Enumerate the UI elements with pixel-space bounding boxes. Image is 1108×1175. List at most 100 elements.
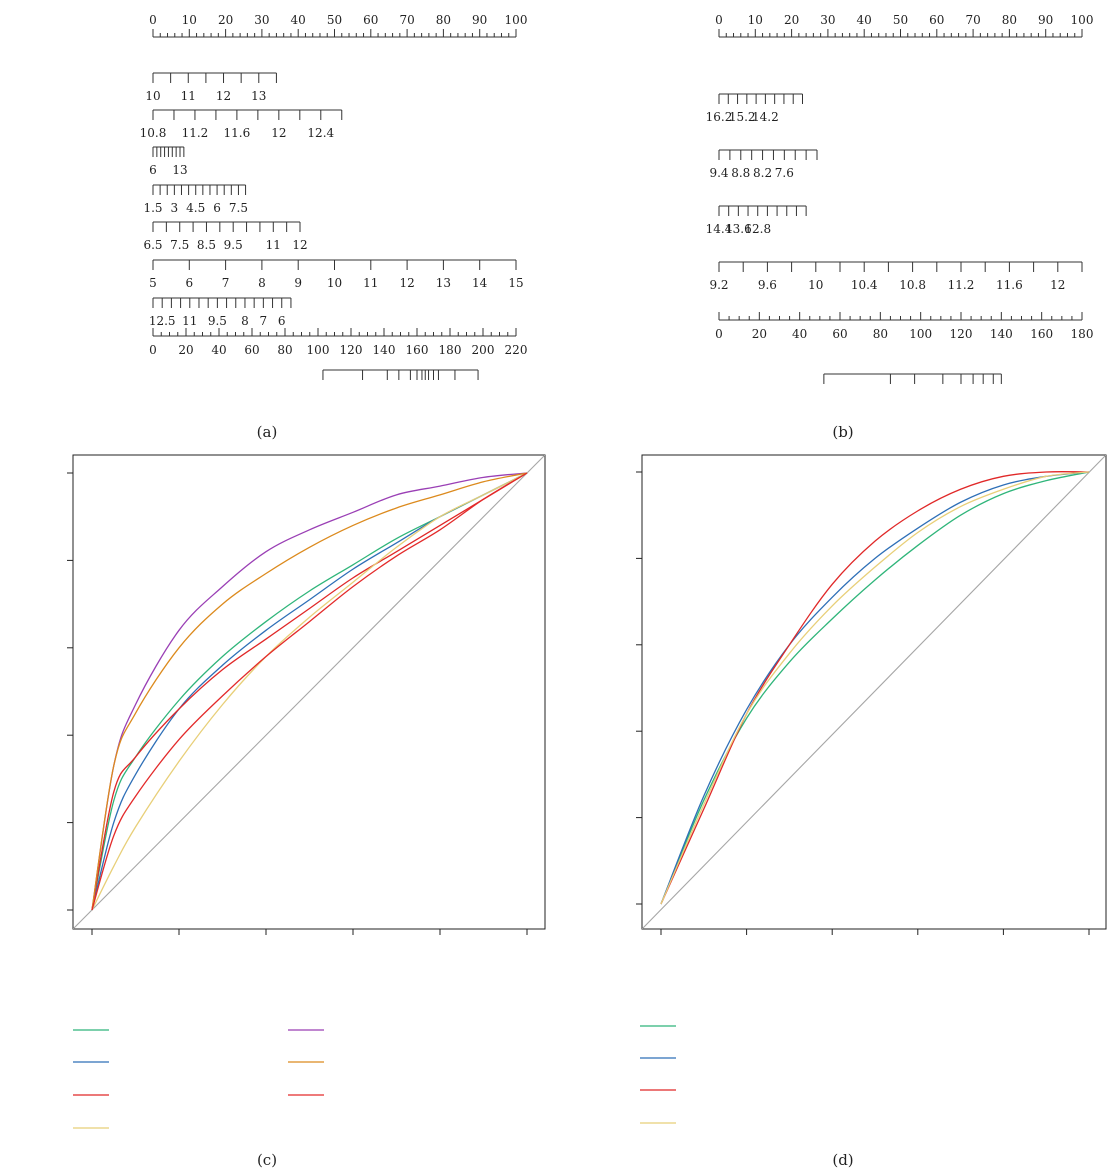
tick-label-lum: 8 bbox=[258, 276, 266, 290]
tick-label-ptpn11: 10.8 bbox=[899, 278, 926, 292]
roc-chart-d bbox=[636, 454, 1107, 1124]
tick-label-ptprz1: 7.5 bbox=[170, 238, 189, 252]
tick-label-lum: 12 bbox=[399, 276, 414, 290]
tick-label-points: 70 bbox=[965, 13, 980, 27]
roc-curve-ptprz1 bbox=[91, 472, 528, 911]
tick-label-hspe1: 8.2 bbox=[753, 166, 772, 180]
tick-label-lum: 14 bbox=[472, 276, 488, 290]
tick-label-hsp90aa1: 14.2 bbox=[752, 110, 779, 124]
diagonal-reference-line bbox=[642, 455, 1106, 929]
tick-label-lum: 5 bbox=[149, 276, 157, 290]
roc-curve-ptpn11 bbox=[660, 471, 1090, 905]
tick-label-lum: 7 bbox=[222, 276, 230, 290]
tick-label-points: 50 bbox=[893, 13, 908, 27]
tick-label-ptpn11: 10.4 bbox=[851, 278, 878, 292]
tick-label-points: 30 bbox=[254, 13, 269, 27]
roc-curve-hspe1 bbox=[660, 471, 1090, 905]
panel-caption-a: (a) bbox=[257, 423, 278, 441]
tick-label-ptprz1: 6.5 bbox=[143, 238, 162, 252]
roc-curve-sod1 bbox=[660, 471, 1090, 905]
tick-label-total-points: 80 bbox=[873, 327, 888, 341]
tick-label-ptpn11: 12 bbox=[1050, 278, 1065, 292]
tick-label-lum: 10 bbox=[327, 276, 342, 290]
tick-label-wnt2: 6 bbox=[213, 201, 221, 215]
tick-label-ptpn11: 10 bbox=[808, 278, 823, 292]
tick-label-ptpn11: 9.6 bbox=[758, 278, 777, 292]
tick-label-total-points: 100 bbox=[307, 343, 330, 357]
tick-label-points: 0 bbox=[715, 13, 723, 27]
tick-label-total-points: 60 bbox=[832, 327, 847, 341]
tick-label-total-points: 120 bbox=[950, 327, 973, 341]
tick-label-srebf1: 11 bbox=[181, 89, 196, 103]
tick-label-srebf1: 13 bbox=[251, 89, 266, 103]
tick-label-wnt2: 7.5 bbox=[229, 201, 248, 215]
panel-caption-b: (b) bbox=[832, 423, 853, 441]
tick-label-ptpn11: 11.2 bbox=[948, 278, 975, 292]
tick-label-mapk1: 11.6 bbox=[224, 126, 251, 140]
tick-label-sfrp1: 6 bbox=[149, 163, 157, 177]
tick-label-wnt2: 3 bbox=[171, 201, 179, 215]
tick-label-points: 80 bbox=[436, 13, 451, 27]
tick-label-lum: 11 bbox=[363, 276, 378, 290]
tick-label-total-points: 160 bbox=[1030, 327, 1053, 341]
tick-label-points: 90 bbox=[472, 13, 487, 27]
tick-label-lum: 15 bbox=[508, 276, 523, 290]
roc-curve-hsp90aa1 bbox=[660, 471, 1090, 905]
tick-label-total-points: 80 bbox=[277, 343, 292, 357]
tick-label-lum: 9 bbox=[294, 276, 302, 290]
roc-curve-thbs2 bbox=[91, 472, 528, 911]
tick-label-ptprz1: 11 bbox=[266, 238, 281, 252]
tick-label-lum: 13 bbox=[436, 276, 451, 290]
tick-label-hspe1: 9.4 bbox=[709, 166, 728, 180]
tick-label-thbs2: 7 bbox=[260, 314, 268, 328]
tick-label-total-points: 20 bbox=[752, 327, 767, 341]
tick-label-points: 90 bbox=[1038, 13, 1053, 27]
roc-curve-sfrp1 bbox=[91, 472, 528, 911]
tick-label-points: 100 bbox=[1071, 13, 1094, 27]
tick-label-ptpn11: 9.2 bbox=[709, 278, 728, 292]
tick-label-ptpn11: 11.6 bbox=[996, 278, 1023, 292]
plot-frame bbox=[641, 454, 1107, 930]
tick-label-points: 60 bbox=[929, 13, 944, 27]
tick-label-thbs2: 12.5 bbox=[149, 314, 176, 328]
tick-label-thbs2: 8 bbox=[241, 314, 249, 328]
panel-caption-d: (d) bbox=[832, 1151, 853, 1169]
tick-label-mapk1: 10.8 bbox=[140, 126, 167, 140]
tick-label-total-points: 40 bbox=[211, 343, 226, 357]
tick-label-total-points: 160 bbox=[406, 343, 429, 357]
tick-label-sod1: 12.8 bbox=[744, 222, 771, 236]
tick-label-hspe1: 8.8 bbox=[731, 166, 750, 180]
plot-frame bbox=[72, 454, 546, 930]
tick-label-sod1: 14.4 bbox=[706, 222, 733, 236]
diagonal-reference-line bbox=[73, 455, 545, 929]
tick-label-sod1: 13.6 bbox=[725, 222, 752, 236]
panel-caption-c: (c) bbox=[257, 1151, 277, 1169]
tick-label-ptprz1: 8.5 bbox=[197, 238, 216, 252]
tick-label-points: 60 bbox=[363, 13, 378, 27]
tick-label-total-points: 180 bbox=[439, 343, 462, 357]
tick-label-points: 0 bbox=[149, 13, 157, 27]
tick-label-srebf1: 12 bbox=[216, 89, 231, 103]
tick-label-wnt2: 4.5 bbox=[186, 201, 205, 215]
tick-label-points: 50 bbox=[327, 13, 342, 27]
tick-label-thbs2: 6 bbox=[278, 314, 286, 328]
tick-label-lum: 6 bbox=[185, 276, 193, 290]
tick-label-mapk1: 11.2 bbox=[182, 126, 209, 140]
tick-label-points: 30 bbox=[820, 13, 835, 27]
tick-label-total-points: 60 bbox=[244, 343, 259, 357]
tick-label-points: 10 bbox=[182, 13, 197, 27]
tick-label-total-points: 0 bbox=[715, 327, 723, 341]
tick-label-points: 70 bbox=[399, 13, 414, 27]
tick-label-mapk1: 12 bbox=[271, 126, 286, 140]
tick-label-srebf1: 10 bbox=[145, 89, 160, 103]
tick-label-total-points: 20 bbox=[178, 343, 193, 357]
tick-label-total-points: 140 bbox=[990, 327, 1013, 341]
tick-label-sfrp1: 13 bbox=[172, 163, 187, 177]
tick-label-points: 20 bbox=[218, 13, 233, 27]
tick-label-total-points: 220 bbox=[505, 343, 528, 357]
tick-label-total-points: 100 bbox=[909, 327, 932, 341]
tick-label-mapk1: 12.4 bbox=[307, 126, 334, 140]
roc-chart-c bbox=[67, 454, 546, 1129]
nomogram-a: 0 10 20 30 40 50 60 70 80 90 100 10 11 12 13 10.8 11.2 11… bbox=[140, 13, 528, 380]
